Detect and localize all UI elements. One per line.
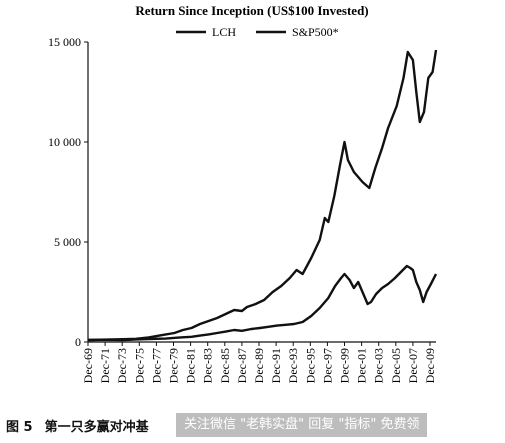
watermark-banner: 关注微信 "老韩实盘" 回复 "指标" 免费领 bbox=[176, 413, 428, 437]
x-tick-label: Dec-07 bbox=[406, 348, 420, 383]
series-lines bbox=[87, 49, 438, 342]
x-tick-label: Dec-85 bbox=[218, 348, 232, 383]
x-tick-label: Dec-93 bbox=[286, 348, 300, 383]
x-tick-label: Dec-81 bbox=[184, 348, 198, 383]
x-tick-label: Dec-89 bbox=[252, 348, 266, 383]
y-tick-label: 0 bbox=[75, 335, 81, 349]
legend: LCH S&P500* bbox=[176, 25, 339, 39]
x-tick-label: Dec-97 bbox=[320, 348, 334, 383]
chart-title: Return Since Inception (US$100 Invested) bbox=[135, 3, 368, 18]
x-tick-label: Dec-91 bbox=[269, 348, 283, 383]
x-tick-label: Dec-03 bbox=[372, 348, 386, 383]
legend-label: S&P500* bbox=[292, 25, 339, 39]
x-tick-label: Dec-09 bbox=[423, 348, 437, 383]
x-tick-label: Dec-87 bbox=[235, 348, 249, 383]
x-tick-label: Dec-73 bbox=[115, 348, 129, 383]
series-line-sp500 bbox=[87, 264, 438, 342]
x-tick-label: Dec-83 bbox=[201, 348, 215, 383]
figure-caption-text: 第一只多赢对冲基 bbox=[44, 420, 149, 435]
x-tick-label: Dec-69 bbox=[81, 348, 95, 383]
x-tick-label: Dec-79 bbox=[167, 348, 181, 383]
x-tick-label: Dec-05 bbox=[389, 348, 403, 383]
x-ticks: Dec-69 Dec-71 Dec-73 Dec-75 Dec-77 Dec-79 Dec-… bbox=[81, 342, 437, 383]
y-tick-label: 10 000 bbox=[48, 135, 81, 149]
series-line-lch bbox=[87, 49, 438, 342]
x-tick-label: Dec-77 bbox=[149, 348, 163, 383]
x-tick-label: Dec-99 bbox=[338, 348, 352, 383]
y-tick-label: 5 000 bbox=[54, 235, 81, 249]
legend-label: LCH bbox=[212, 25, 236, 39]
y-tick-label: 15 000 bbox=[48, 35, 81, 49]
figure-caption: 图 5 第一只多赢对冲基 bbox=[6, 416, 149, 435]
x-tick-label: Dec-95 bbox=[303, 348, 317, 383]
y-ticks: 0 5 000 10 000 15 000 bbox=[48, 35, 88, 349]
figure-number: 图 5 bbox=[6, 420, 33, 435]
x-tick-label: Dec-01 bbox=[355, 348, 369, 383]
x-tick-label: Dec-75 bbox=[132, 348, 146, 383]
x-tick-label: Dec-71 bbox=[98, 348, 112, 383]
